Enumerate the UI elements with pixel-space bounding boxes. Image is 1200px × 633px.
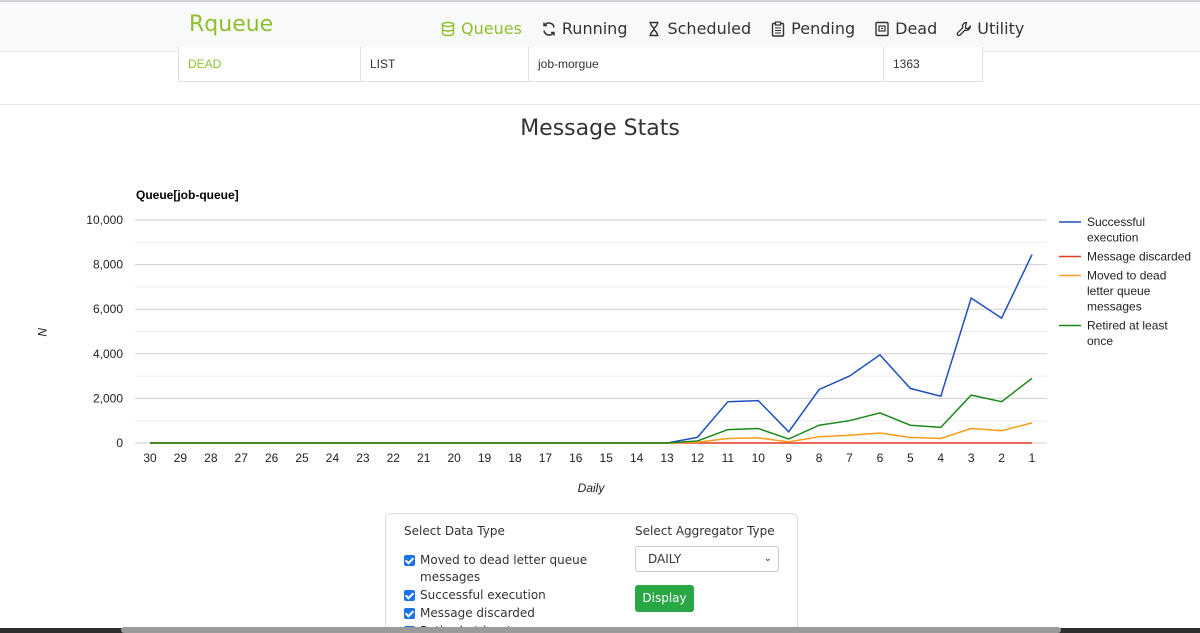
checkbox-checked-icon[interactable]: [404, 608, 415, 619]
x-tick-label: 11: [722, 451, 735, 465]
chart-controls-panel: Select Data Type Select Aggregator Type …: [385, 513, 798, 633]
x-tick-label: 13: [660, 451, 674, 465]
queue-table-row: DEAD LIST job-morgue 1363: [178, 47, 983, 82]
x-tick-label: 7: [846, 451, 853, 465]
checkbox-successful-execution[interactable]: Successful execution: [404, 587, 614, 604]
checkbox-checked-icon[interactable]: [404, 555, 415, 566]
display-button[interactable]: Display: [635, 585, 694, 612]
y-tick-label: 6,000: [93, 302, 123, 316]
y-tick-label: 10,000: [86, 213, 123, 227]
y-tick-label: 8,000: [93, 258, 123, 272]
queue-type-link[interactable]: DEAD: [179, 47, 361, 81]
x-tick-label: 22: [387, 451, 401, 465]
aggregator-title: Select Aggregator Type: [635, 524, 775, 538]
nav-label: Dead: [895, 19, 938, 38]
wrench-icon: [956, 21, 972, 36]
x-tick-label: 21: [417, 451, 431, 465]
series-line-2: [150, 422, 1033, 444]
x-tick-label: 16: [569, 451, 583, 465]
nav-label: Running: [561, 19, 628, 38]
x-tick-label: 18: [508, 451, 522, 465]
x-tick-label: 10: [752, 451, 766, 465]
x-tick-label: 28: [204, 451, 218, 465]
data-type-checkbox-list: Moved to dead letter queue messages Succ…: [404, 552, 614, 633]
x-tick-label: 24: [326, 451, 340, 465]
checkbox-checked-icon[interactable]: [404, 590, 415, 601]
checkbox-label: Message discarded: [420, 606, 535, 620]
legend-label: Retired at least once: [1087, 319, 1168, 349]
y-tick-label: 2,000: [93, 391, 123, 405]
data-type-title: Select Data Type: [404, 524, 505, 538]
x-tick-label: 20: [447, 451, 461, 465]
brand-logo[interactable]: Rqueue: [189, 12, 274, 37]
x-tick-label: 26: [265, 451, 279, 465]
y-tick-label: 0: [116, 436, 123, 450]
x-tick-label: 9: [785, 451, 792, 465]
queue-data-structure: LIST: [361, 47, 529, 81]
x-tick-label: 5: [907, 451, 914, 465]
x-tick-label: 14: [630, 451, 644, 465]
database-icon: [441, 21, 455, 36]
x-axis-label: Daily: [578, 481, 606, 495]
chevron-down-icon: ⌄: [763, 553, 772, 564]
x-tick-label: 1: [1029, 451, 1036, 465]
checkbox-label: Moved to dead letter queue messages: [420, 553, 588, 584]
horizontal-scrollbar[interactable]: [121, 627, 1061, 633]
nav-label: Utility: [977, 19, 1025, 38]
checkbox-moved-dead-letter[interactable]: Moved to dead letter queue messages: [404, 552, 614, 586]
x-tick-label: 3: [968, 451, 975, 465]
checkbox-message-discarded[interactable]: Message discarded: [404, 605, 614, 622]
nav-item-queues[interactable]: Queues: [440, 19, 522, 38]
y-axis-label: N: [35, 328, 49, 337]
x-tick-label: 12: [691, 451, 705, 465]
nav-item-running[interactable]: Running: [541, 19, 628, 38]
x-tick-label: 25: [295, 451, 309, 465]
x-tick-label: 19: [478, 451, 492, 465]
nav-label: Scheduled: [667, 19, 752, 38]
aggregator-select[interactable]: DAILY ⌄: [635, 546, 779, 572]
message-stats-chart: Queue[job-queue] 0 2,000 4,000 6,000 8,000 10,…: [35, 188, 1191, 495]
x-tick-label: 4: [937, 451, 944, 465]
checkbox-label: Successful execution: [420, 588, 546, 602]
x-tick-label: 15: [600, 451, 614, 465]
hourglass-icon: [649, 21, 659, 36]
x-tick-label: 8: [816, 451, 823, 465]
x-tick-label: 29: [174, 451, 188, 465]
series-line-0: [150, 254, 1033, 444]
queue-name: job-morgue: [529, 47, 884, 81]
nav-item-scheduled[interactable]: Scheduled: [646, 19, 751, 38]
x-tick-label: 6: [877, 451, 884, 465]
legend-label: Successful execution: [1087, 215, 1145, 245]
x-tick-label: 17: [539, 451, 553, 465]
x-tick-label: 2: [998, 451, 1005, 465]
nav-label: Pending: [791, 19, 856, 38]
legend-label: Message discarded: [1087, 250, 1191, 264]
navbar: Rqueue Queues Running Scheduled Pending …: [0, 0, 1200, 52]
archive-icon: [875, 21, 889, 36]
x-tick-label: 23: [356, 451, 370, 465]
section-title: Message Stats: [520, 116, 680, 141]
series-line-3: [150, 377, 1033, 444]
aggregator-select-value: DAILY: [648, 552, 682, 566]
nav-item-dead[interactable]: Dead: [874, 19, 937, 38]
main-nav: Queues Running Scheduled Pending Dead Ut…: [440, 19, 1043, 38]
y-tick-label: 4,000: [93, 347, 123, 361]
refresh-icon: [543, 21, 555, 36]
nav-item-pending[interactable]: Pending: [770, 19, 855, 38]
x-tick-label: 27: [235, 451, 249, 465]
clipboard-icon: [771, 20, 785, 37]
nav-item-utility[interactable]: Utility: [956, 19, 1024, 38]
section-divider: [0, 104, 1200, 105]
nav-label: Queues: [461, 19, 522, 38]
legend-label: Moved to dead letter queue messages: [1087, 269, 1166, 314]
x-tick-label: 30: [143, 451, 157, 465]
chart-title: Queue[job-queue]: [136, 188, 239, 202]
queue-size: 1363: [893, 57, 920, 71]
